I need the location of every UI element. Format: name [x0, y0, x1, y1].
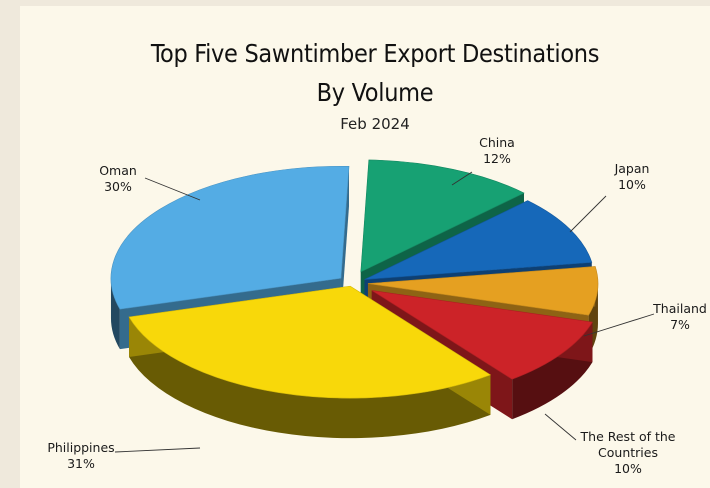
slice-percent: 30%: [104, 179, 132, 194]
slice-name: Oman: [99, 163, 137, 178]
leader-line: [144, 177, 201, 201]
chart-title-line-1: Top Five Sawntimber Export Destinations: [150, 39, 599, 68]
slice-name: Countries: [598, 445, 658, 460]
leader-line: [569, 195, 607, 233]
slice-cut-face: [340, 166, 349, 319]
slice-name: China: [479, 135, 515, 150]
slice-percent: 7%: [670, 317, 690, 332]
pie-slices: [110, 159, 599, 439]
slice-top: [367, 266, 599, 316]
slice-name: Japan: [614, 161, 650, 176]
slice-top: [371, 290, 593, 380]
slice-top: [110, 165, 350, 310]
chart-subtitle: Feb 2024: [340, 115, 410, 133]
slice-name: Thailand: [652, 301, 707, 316]
slice-side: [110, 278, 120, 350]
leader-line: [583, 313, 655, 337]
slice-percent: 12%: [483, 151, 511, 166]
leader-line: [544, 413, 577, 441]
slice-percent: 10%: [618, 177, 646, 192]
slice-name: The Rest of the: [580, 429, 676, 444]
slice-top: [128, 285, 492, 399]
pie-slice-philippines: [128, 285, 492, 439]
leader-line: [114, 447, 201, 453]
slice-top: [360, 159, 525, 273]
leader-line: [451, 171, 473, 186]
slice-side: [129, 317, 491, 439]
slice-percent: 10%: [614, 461, 642, 476]
chart-title-line-2: By Volume: [317, 78, 434, 107]
slice-percent: 31%: [67, 456, 95, 471]
slice-top: [364, 200, 593, 280]
slice-name: Philippines: [47, 440, 114, 455]
